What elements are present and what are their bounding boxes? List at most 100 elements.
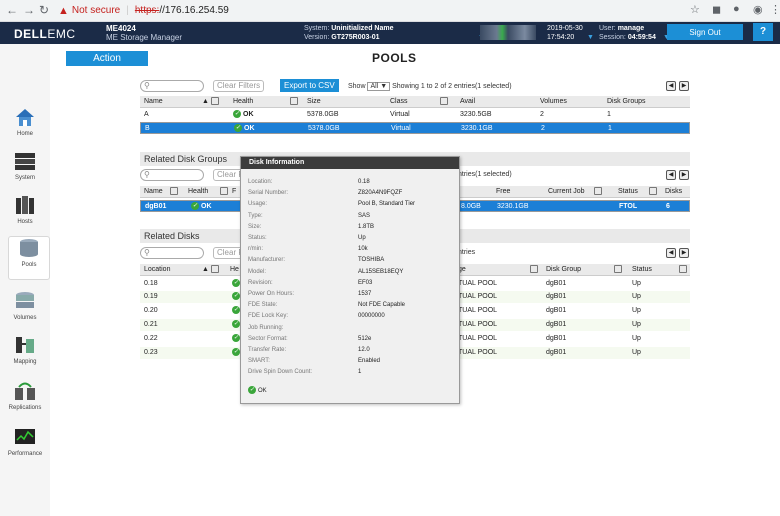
filter-icon[interactable] — [677, 264, 687, 276]
disk-info-row: Drive Spin Down Count: 1 — [248, 367, 458, 377]
sort-icon[interactable]: ▲ — [202, 264, 219, 276]
table-row[interactable]: 0.22 ✓ TUAL POOL dgB01 Up — [144, 334, 641, 343]
export-csv-button[interactable]: Export to CSV — [280, 79, 339, 92]
help-button[interactable]: ? — [753, 23, 773, 41]
search-icon: ⚲ — [144, 248, 150, 257]
clear-filters-button[interactable]: Clear F — [213, 247, 248, 259]
col-current-job[interactable]: Current Job — [548, 188, 585, 195]
filter-icon[interactable] — [647, 186, 657, 198]
cell-name: B — [145, 125, 150, 132]
next-page-button[interactable]: ▶ — [679, 170, 689, 180]
table-row[interactable]: A ✓ OK 5378.0GB Virtual 3230.5GB 2 1 — [140, 109, 690, 121]
col-disk-groups[interactable]: Disk Groups — [607, 98, 646, 105]
col-disk-group[interactable]: Disk Group — [546, 266, 582, 273]
next-page-button[interactable]: ▶ — [679, 81, 689, 91]
profile-icon[interactable]: ◉ — [753, 4, 763, 16]
ok-icon: ✓ — [232, 306, 240, 315]
clear-filters-button[interactable]: Clear Filters — [213, 80, 265, 92]
star-icon[interactable]: ☆ — [690, 4, 700, 16]
disk-info-value: Up — [358, 235, 366, 241]
prev-page-button[interactable]: ◀ — [666, 248, 676, 258]
cell-health: ✓ OK — [234, 124, 255, 133]
col-status[interactable]: Status — [632, 266, 652, 273]
sidebar-item-home[interactable]: Home — [0, 106, 50, 150]
groups-search-input[interactable]: ⚲ — [140, 169, 204, 181]
system-info: System: Uninitialized Name Version: GT27… — [304, 25, 394, 41]
disk-info-row: Job Running: — [248, 323, 458, 333]
date-time: 2019-05-30 17:54:20 — [547, 25, 583, 41]
sidebar-item-system[interactable]: System — [0, 150, 50, 194]
disk-info-value: 10k — [358, 246, 368, 253]
back-icon[interactable]: ← — [6, 3, 18, 17]
col-name[interactable]: Name — [144, 188, 163, 195]
filter-icon[interactable] — [438, 96, 448, 108]
col-name[interactable]: Name — [144, 98, 163, 105]
disk-info-key: FDE State: — [248, 302, 278, 309]
col-health[interactable]: He — [230, 266, 239, 273]
col-free[interactable]: Free — [496, 188, 511, 195]
sidebar-item-pools[interactable]: Pools — [8, 236, 50, 280]
disks-search-input[interactable]: ⚲ — [140, 247, 204, 259]
action-button[interactable]: Action — [66, 51, 148, 66]
ok-icon: ✓ — [191, 202, 199, 211]
col-f[interactable]: F — [232, 188, 237, 195]
show-select[interactable]: All ▼ — [367, 82, 391, 91]
cell-health: ✓ OK — [191, 202, 212, 211]
cell-avail: 3230.1GB — [461, 125, 493, 132]
hardware-status-icon[interactable] — [480, 25, 536, 40]
filter-icon[interactable] — [528, 264, 538, 276]
col-health[interactable]: Health — [233, 98, 254, 105]
user-info: User: manage Session: 04:59:54 — [599, 25, 656, 41]
filter-icon[interactable] — [168, 186, 178, 198]
filter-icon[interactable] — [592, 186, 602, 198]
ok-icon: ✓ — [248, 386, 256, 395]
col-volumes[interactable]: Volumes — [540, 98, 567, 105]
status-arrow-icon: ▼ — [587, 34, 594, 41]
ok-icon: ✓ — [232, 292, 240, 301]
table-row[interactable]: 0.18 ✓ TUAL POOL dgB01 Up — [144, 279, 641, 288]
col-health[interactable]: Health — [188, 188, 209, 195]
address-bar[interactable]: ▲ Not secure | https: //176.16.254.59 — [58, 2, 698, 19]
filter-icon[interactable] — [612, 264, 622, 276]
disk-info-key: SMART: — [248, 358, 270, 365]
prev-page-button[interactable]: ◀ — [666, 170, 676, 180]
menu-icon[interactable]: ⋮ — [770, 4, 780, 16]
ok-icon: ✓ — [232, 334, 240, 343]
disk-info-row: r/min: 10k — [248, 244, 458, 254]
cell-health: ✓ OK — [233, 110, 254, 119]
search-icon: ⚲ — [144, 81, 150, 90]
table-row[interactable]: B ✓ OK 5378.0GB Virtual 3230.1GB 2 1 — [140, 122, 690, 134]
filter-icon[interactable] — [288, 96, 298, 108]
reload-icon[interactable]: ↻ — [39, 3, 50, 17]
sidebar-item-mapping[interactable]: Mapping — [0, 334, 50, 378]
sidebar-item-label: Hosts — [17, 219, 33, 225]
sidebar-item-replications[interactable]: Replications — [0, 380, 50, 424]
sidebar-item-hosts[interactable]: Hosts — [0, 194, 50, 238]
col-size[interactable]: Size — [307, 98, 321, 105]
col-usage[interactable]: ge — [458, 266, 466, 273]
sidebar-item-volumes[interactable]: Volumes — [0, 290, 50, 334]
url-separator: | — [126, 5, 129, 16]
col-class[interactable]: Class — [390, 98, 408, 105]
sidebar-item-performance[interactable]: Performance — [0, 426, 50, 470]
cell-free: 3230.1GB — [497, 203, 529, 210]
disk-info-key: Serial Number: — [248, 190, 289, 197]
col-disks[interactable]: Disks — [665, 188, 683, 195]
extension2-icon[interactable]: ● — [733, 3, 740, 15]
disk-info-row: Location: 0.18 — [248, 177, 458, 187]
forward-icon[interactable]: → — [23, 3, 35, 17]
sign-out-button[interactable]: Sign Out — [667, 24, 743, 40]
extension-icon[interactable]: ◼ — [712, 4, 722, 16]
col-location[interactable]: Location — [144, 266, 171, 273]
pools-search-input[interactable]: ⚲ — [140, 80, 204, 92]
prev-page-button[interactable]: ◀ — [666, 81, 676, 91]
disk-info-key: Model: — [248, 268, 267, 275]
filter-icon[interactable] — [218, 186, 228, 198]
cell-disk-groups: 1 — [607, 111, 611, 118]
sort-icon[interactable]: ▲ — [202, 96, 219, 108]
col-status[interactable]: Status — [618, 188, 638, 195]
table-row[interactable]: 0.20 ✓ TUAL POOL dgB01 Up — [144, 306, 641, 315]
col-avail[interactable]: Avail — [460, 98, 476, 105]
ok-icon: ✓ — [232, 320, 240, 329]
next-page-button[interactable]: ▶ — [679, 248, 689, 258]
